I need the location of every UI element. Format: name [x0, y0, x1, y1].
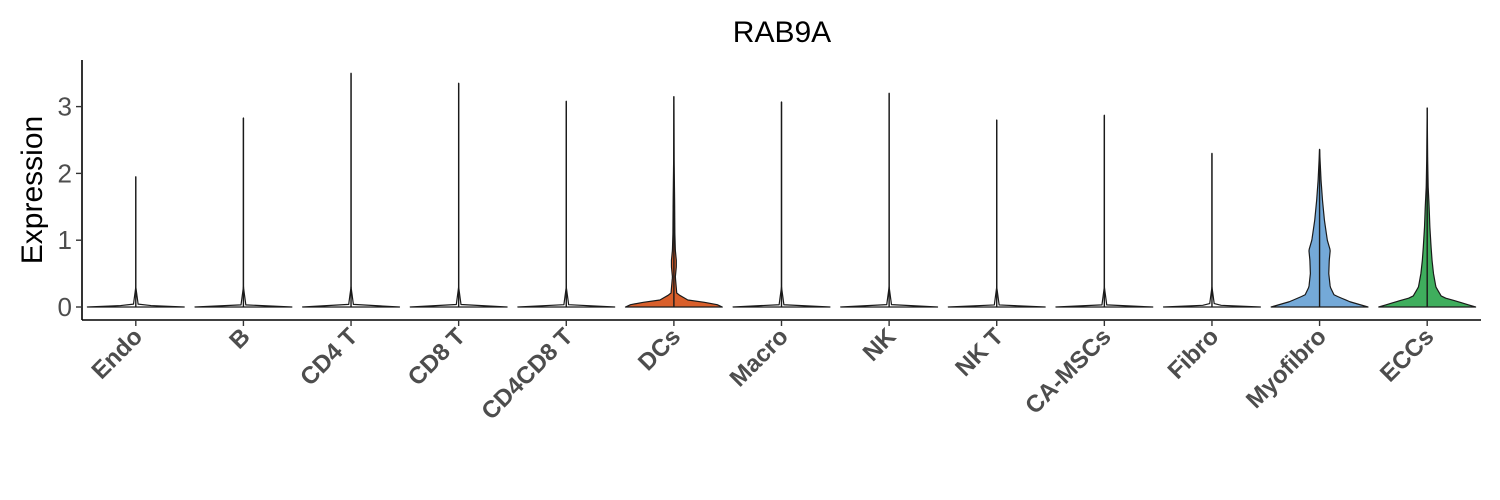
violin-ca-mscs	[1055, 114, 1154, 308]
x-tick-label: B	[224, 323, 255, 354]
x-tick-label: CA-MSCs	[1020, 323, 1116, 419]
violin-dcs	[624, 95, 723, 308]
violin-eccs	[1378, 107, 1477, 308]
y-axis-label: Expression	[16, 116, 49, 264]
x-tick-label: ECCs	[1375, 323, 1439, 387]
x-axis-ticks: Endo B CD4 T CD8 T CD4CD8 T DCs Macro NK NK T CA-…	[87, 320, 1439, 425]
x-tick-label: CD4 T	[295, 323, 363, 391]
violin-cd4cd8-t	[517, 100, 616, 308]
violin-cd4-t	[302, 72, 401, 308]
violin-b	[194, 117, 293, 308]
x-tick-label: Macro	[725, 323, 794, 392]
violin-layer	[86, 72, 1477, 308]
violin-myofibro	[1270, 148, 1369, 308]
y-tick-label: 0	[58, 292, 72, 322]
y-tick-label: 2	[58, 158, 72, 188]
x-tick-label: Myofibro	[1241, 323, 1332, 414]
y-tick-label: 3	[58, 92, 72, 122]
violin-fibro	[1162, 152, 1261, 308]
x-tick-label: NK	[858, 323, 902, 367]
violin-nk-t	[947, 119, 1046, 308]
chart-title: RAB9A	[733, 16, 831, 49]
y-axis-ticks: 0 1 2 3	[58, 92, 82, 322]
violin-endo	[86, 176, 185, 308]
x-tick-label: CD4CD8 T	[476, 323, 578, 425]
x-tick-label: NK T	[950, 323, 1009, 382]
violin-macro	[732, 101, 831, 308]
y-tick-label: 1	[58, 225, 72, 255]
x-tick-label: Endo	[87, 323, 149, 385]
x-tick-label: DCs	[633, 323, 686, 376]
violin-nk	[840, 92, 939, 308]
violin-cd8-t	[409, 82, 508, 308]
x-tick-label: Fibro	[1163, 323, 1225, 385]
x-tick-label: CD8 T	[403, 323, 471, 391]
